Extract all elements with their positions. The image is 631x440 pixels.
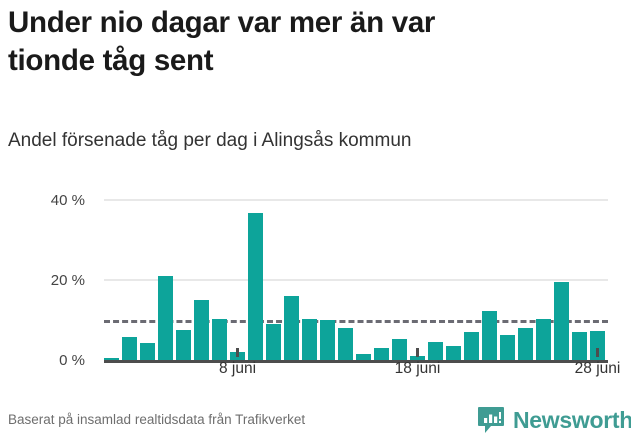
- x-axis-tick: [236, 348, 239, 357]
- x-axis-tick-label: 28 juni: [574, 360, 621, 377]
- bar: [518, 328, 533, 360]
- source-note: Baserat på insamlad realtidsdata från Tr…: [8, 412, 306, 427]
- bar: [428, 342, 443, 360]
- gridline: [104, 199, 608, 201]
- bar: [590, 330, 605, 360]
- x-axis-tick-label: 18 juni: [394, 360, 441, 377]
- y-axis-tick-label: 0 %: [59, 352, 85, 369]
- bar: [266, 324, 281, 360]
- bar: [320, 319, 335, 360]
- bar: [446, 346, 461, 360]
- bar: [572, 332, 587, 360]
- bar: [212, 318, 227, 360]
- plot-area: [104, 192, 608, 360]
- x-axis-tick: [416, 348, 419, 357]
- x-axis: 8 juni 18 juni 28 juni: [0, 348, 631, 394]
- bar: [338, 328, 353, 360]
- x-axis-line: [104, 360, 608, 363]
- bar: [410, 356, 425, 360]
- bar: [104, 358, 119, 360]
- bar-chart-speech-bubble-icon: [478, 405, 506, 435]
- bar: [302, 319, 317, 360]
- bar-series: [104, 192, 608, 360]
- bar: [464, 332, 479, 360]
- x-axis-tick-label: 8 juni: [218, 360, 257, 377]
- reference-line: [104, 320, 608, 323]
- bar: [374, 348, 389, 360]
- bar-chart: 0 % 20 % 40 %: [0, 180, 631, 368]
- page-title: Under nio dagar var mer än var tionde tå…: [8, 6, 436, 77]
- bar: [536, 319, 551, 360]
- bar: [482, 311, 497, 360]
- newsworthy-logo: Newsworthy: [478, 405, 631, 435]
- y-axis-tick-label: 40 %: [50, 192, 85, 209]
- logo-wordmark: Newsworthy: [513, 406, 631, 433]
- gridline: [104, 279, 608, 281]
- bar: [158, 276, 173, 360]
- bar: [392, 339, 407, 360]
- bar: [356, 354, 371, 360]
- bar: [554, 281, 569, 360]
- y-axis-tick-label: 20 %: [50, 272, 85, 289]
- bar: [500, 334, 515, 360]
- x-axis-tick: [596, 348, 599, 357]
- bar: [194, 300, 209, 360]
- bar: [248, 212, 263, 360]
- bar: [284, 296, 299, 360]
- bar: [176, 330, 191, 360]
- bar: [122, 336, 137, 360]
- bar: [140, 343, 155, 360]
- chart-subtitle: Andel försenade tåg per dag i Alingsås k…: [8, 130, 412, 151]
